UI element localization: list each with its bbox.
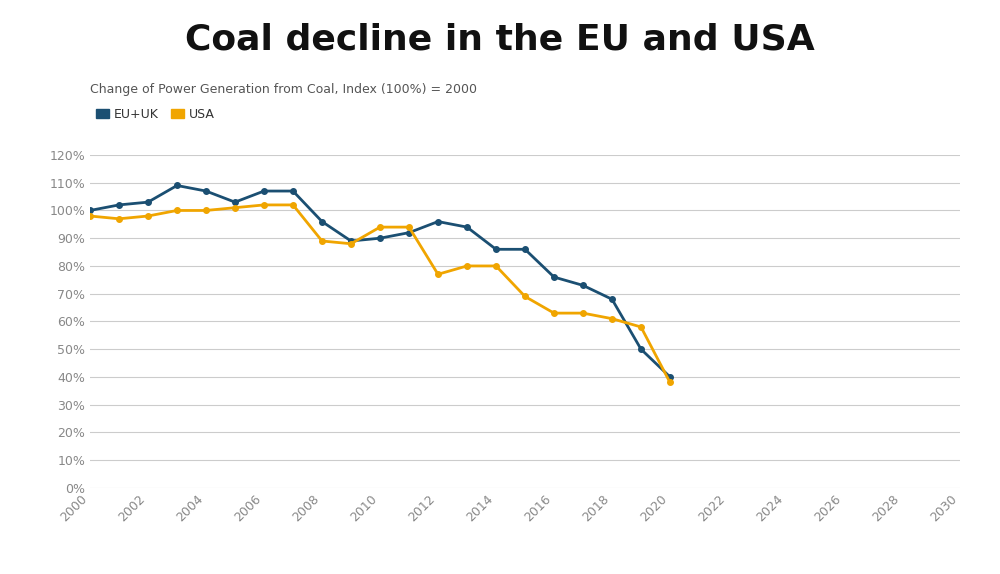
Text: Change of Power Generation from Coal, Index (100%) = 2000: Change of Power Generation from Coal, In…	[90, 83, 477, 96]
Text: #BeyondCoal: #BeyondCoal	[20, 546, 134, 561]
Text: beyond-coal.eu: beyond-coal.eu	[849, 546, 980, 561]
Text: Coal decline in the EU and USA: Coal decline in the EU and USA	[185, 23, 815, 57]
Legend: EU+UK, USA: EU+UK, USA	[96, 108, 214, 121]
